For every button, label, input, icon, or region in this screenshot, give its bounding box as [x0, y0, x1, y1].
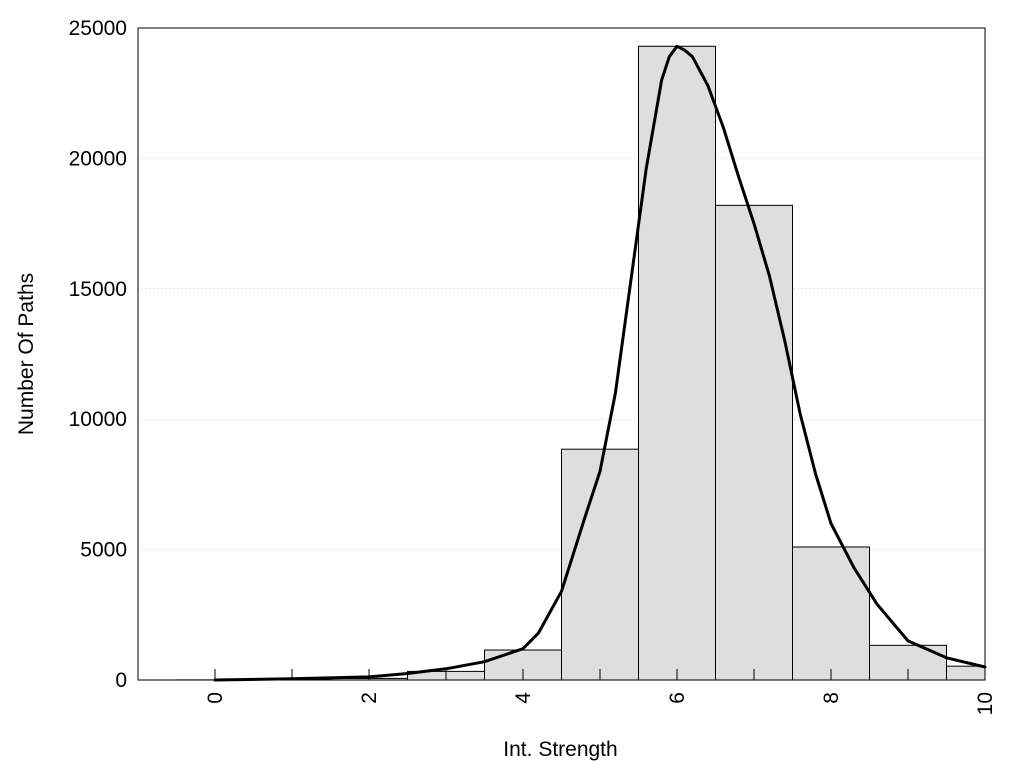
y-tick-label: 5000: [80, 539, 127, 562]
histogram-bar: [638, 45, 716, 681]
x-tick-label: 0: [204, 692, 227, 704]
x-axis-ticks: 0 2 4 6 8 10: [204, 669, 997, 715]
fit-curve: [213, 44, 987, 682]
x-tick-label: 4: [512, 692, 535, 704]
y-tick-label: 0: [115, 669, 127, 692]
x-axis-title: Int. Strength: [503, 738, 617, 761]
y-tick-label: 10000: [69, 408, 127, 431]
histogram-bar: [561, 448, 639, 681]
x-tick-label: 10: [974, 692, 997, 715]
y-tick-label: 20000: [69, 147, 127, 170]
histogram-bar: [715, 204, 793, 681]
x-tick-label: 6: [666, 692, 689, 704]
y-tick-label: 15000: [69, 278, 127, 301]
y-tick-label: 25000: [69, 17, 127, 40]
fit-curve-line: [213, 44, 987, 682]
y-axis-ticks: 0 5000 10000 15000 20000 25000: [69, 17, 127, 692]
plot-frame: [137, 27, 986, 681]
histogram-bar: [792, 546, 870, 681]
x-tick-label: 2: [358, 692, 381, 704]
histogram-bar: [946, 665, 986, 681]
y-axis-title: Number Of Paths: [15, 273, 38, 435]
x-tick-label: 8: [820, 692, 843, 704]
